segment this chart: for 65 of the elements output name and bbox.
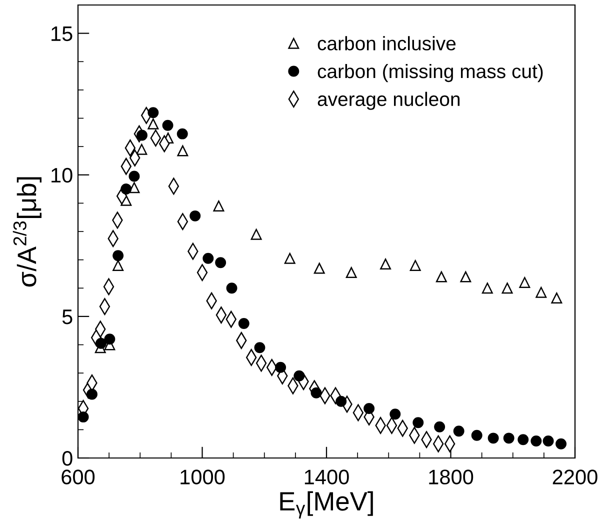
point (202, 252, 214, 264)
legend-label: carbon inclusive (318, 36, 456, 50)
point (215, 257, 226, 268)
x-tick-label: 2200 (552, 470, 598, 484)
point (436, 271, 447, 282)
x-tick-label: 600 (62, 470, 95, 484)
point (460, 271, 472, 282)
point (488, 432, 499, 444)
point (556, 438, 567, 450)
point (177, 145, 188, 156)
point (412, 417, 424, 428)
legend-label: carbon (missing mass cut) (318, 64, 543, 82)
point (364, 402, 375, 414)
point (162, 120, 174, 131)
point (314, 262, 325, 274)
y-tick-label: 10 (52, 168, 72, 183)
x-tick-label: 1000 (180, 470, 225, 484)
point (518, 434, 529, 446)
x-axis-title: E$_{γ}$[MeV] (280, 491, 373, 518)
point (176, 128, 188, 140)
point (380, 258, 392, 270)
y-axis-title: σ/A$^{2/3}$[μb] (12, 177, 42, 287)
point (346, 267, 357, 278)
point (284, 252, 296, 264)
y-tick-label: 0 (62, 451, 72, 466)
point (310, 387, 322, 398)
point (503, 432, 514, 444)
point (112, 260, 124, 271)
legend-label: average nucleon (318, 92, 460, 110)
point (551, 292, 562, 304)
point (275, 362, 286, 373)
point (112, 250, 124, 262)
y-tick-label: 15 (52, 26, 72, 42)
y-tick-label: 5 (62, 310, 72, 324)
point (86, 388, 98, 400)
point (148, 107, 159, 118)
point (542, 436, 554, 446)
point (213, 200, 224, 212)
point (410, 260, 421, 271)
point (536, 286, 547, 298)
point (250, 228, 262, 240)
point (453, 426, 464, 437)
point (502, 282, 513, 294)
x-tick-label: 1400 (304, 470, 349, 484)
point (434, 421, 446, 432)
point (78, 411, 89, 422)
point (254, 342, 266, 354)
point (482, 282, 493, 294)
point (104, 334, 116, 345)
point (148, 118, 159, 130)
point (530, 436, 542, 446)
point (120, 184, 132, 195)
point (190, 210, 201, 222)
point (136, 130, 148, 141)
point (336, 396, 347, 407)
x-tick-label: 1800 (429, 470, 474, 484)
point (96, 338, 106, 349)
point (390, 408, 401, 420)
point (471, 430, 482, 441)
point (519, 276, 530, 288)
point (294, 370, 305, 382)
point (128, 170, 140, 182)
point (136, 144, 148, 155)
point (226, 282, 238, 294)
point (238, 318, 250, 329)
